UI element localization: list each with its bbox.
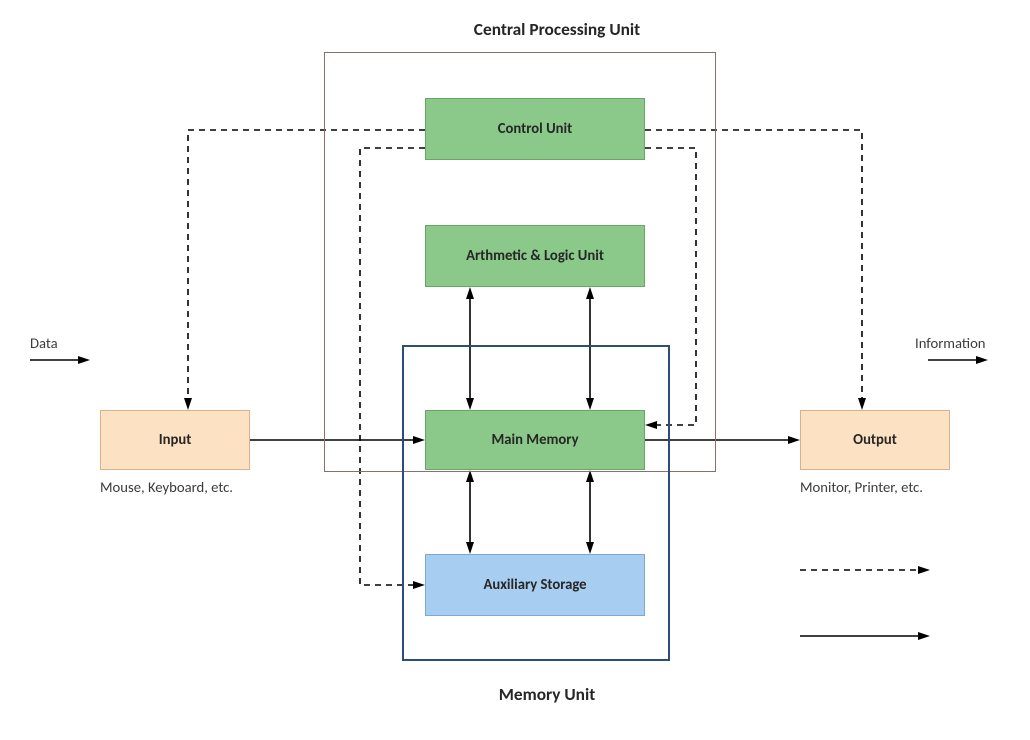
sublabel-input: Mouse, Keyboard, etc.: [100, 478, 260, 496]
node-input: Input: [100, 410, 250, 470]
node-alu-label: Arthmetic & Logic Unit: [466, 247, 604, 265]
sublabel-output: Monitor, Printer, etc.: [800, 478, 960, 496]
node-control: Control Unit: [425, 98, 645, 160]
node-aux-storage: Auxiliary Storage: [425, 554, 645, 616]
node-input-label: Input: [159, 431, 192, 449]
label-data: Data: [30, 334, 58, 352]
memory-title: Memory Unit: [487, 683, 607, 705]
label-information: Information: [915, 334, 986, 352]
node-alu: Arthmetic & Logic Unit: [425, 225, 645, 287]
node-output: Output: [800, 410, 950, 470]
node-control-label: Control Unit: [498, 120, 572, 138]
node-output-label: Output: [853, 431, 897, 449]
node-main-memory: Main Memory: [425, 410, 645, 470]
node-main-memory-label: Main Memory: [491, 431, 578, 449]
node-aux-storage-label: Auxiliary Storage: [483, 576, 586, 594]
diagram-stage: Central Processing Unit Memory Unit Inpu…: [0, 0, 1030, 740]
cpu-title: Central Processing Unit: [447, 18, 667, 40]
